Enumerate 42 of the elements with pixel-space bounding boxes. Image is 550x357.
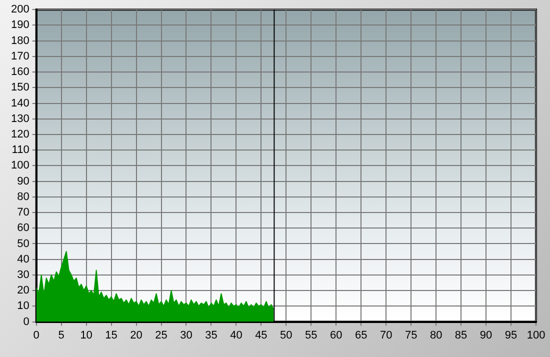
y-tick-label: 80 [17, 190, 30, 203]
x-tick-label: 100 [526, 329, 546, 342]
x-tick-label: 75 [404, 329, 418, 342]
y-tick-label: 150 [10, 82, 30, 94]
x-tick-label: 95 [504, 329, 518, 342]
x-tick-label: 85 [454, 329, 468, 342]
x-tick-label: 60 [330, 329, 342, 342]
x-tick-label: 0 [33, 329, 40, 342]
y-tick-label: 10 [17, 300, 30, 312]
y-tick-label: 60 [17, 222, 30, 234]
y-tick-label: 180 [10, 34, 30, 47]
y-tick-label: 70 [17, 206, 30, 219]
x-tick-label: 70 [380, 329, 392, 342]
x-tick-label: 35 [205, 329, 218, 342]
x-tick-label: 15 [105, 329, 118, 342]
x-tick-label: 20 [130, 329, 142, 342]
y-tick-label: 140 [10, 97, 30, 110]
y-tick-label: 190 [10, 19, 30, 32]
x-tick-label: 55 [305, 329, 318, 342]
y-tick-label: 50 [17, 238, 30, 250]
y-tick-label: 170 [10, 50, 30, 62]
y-tick-label: 30 [17, 269, 30, 281]
x-tick-label: 50 [280, 329, 292, 342]
x-tick-label: 90 [480, 329, 492, 342]
y-tick-label: 160 [10, 66, 30, 78]
y-tick-label: 100 [10, 160, 30, 172]
y-tick-label: 40 [17, 253, 30, 266]
x-tick-label: 25 [155, 329, 168, 342]
x-tick-label: 10 [80, 329, 92, 342]
y-tick-label: 20 [17, 284, 30, 297]
x-tick-label: 30 [180, 329, 192, 342]
x-tick-label: 80 [430, 329, 442, 342]
y-tick-label: 90 [17, 175, 30, 188]
x-tick-label: 40 [230, 329, 242, 342]
x-tick-label: 45 [255, 329, 268, 342]
x-tick-label: 65 [355, 329, 368, 342]
y-tick-label: 120 [10, 128, 30, 141]
y-tick-label: 0 [23, 316, 30, 328]
x-tick-label: 5 [58, 329, 64, 342]
y-tick-label: 200 [10, 4, 30, 16]
y-tick-label: 130 [10, 112, 30, 125]
y-tick-label: 110 [12, 144, 30, 156]
